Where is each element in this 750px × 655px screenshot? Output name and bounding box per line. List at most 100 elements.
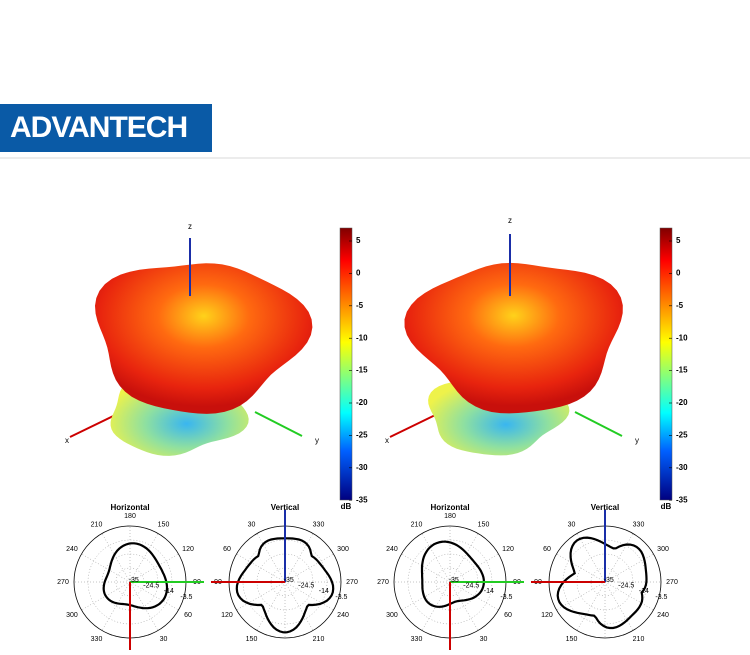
colorbar-unit: dB: [661, 502, 672, 511]
colorbar-label: 0: [356, 269, 361, 278]
main-lobe: [404, 262, 623, 414]
polar-spoke: [604, 581, 654, 611]
angle-label: 60: [184, 612, 192, 619]
radial-label: -3.5: [655, 594, 667, 601]
radial-label: -3.5: [500, 594, 512, 601]
main-lobe: [95, 263, 313, 414]
angle-label: 240: [66, 546, 78, 553]
colorbar-label: -30: [676, 463, 688, 472]
radial-label: -35: [284, 577, 294, 584]
colorbar-label: -35: [676, 495, 688, 504]
angle-label: 180: [124, 513, 136, 520]
colorbar-label: -20: [356, 398, 368, 407]
polar-spoke: [449, 553, 499, 583]
radial-label: -35: [604, 577, 614, 584]
colorbar-label: -10: [356, 333, 368, 342]
colorbar-label: -5: [356, 301, 364, 310]
colorbar-label: -15: [356, 366, 368, 375]
angle-label: 300: [657, 546, 669, 553]
polar-spoke: [256, 533, 286, 583]
angle-label: 120: [541, 612, 553, 619]
polar-title: Vertical: [591, 503, 619, 512]
angle-label: 270: [666, 579, 678, 586]
polar-spoke: [449, 533, 479, 583]
polar-spoke: [236, 581, 286, 611]
polar-spoke: [604, 581, 634, 631]
polar-ring: [590, 567, 620, 597]
radial-label: -24.5: [618, 583, 634, 590]
colorbar-label: -10: [676, 333, 688, 342]
colorbar: [659, 227, 673, 501]
y-axis: [254, 411, 303, 437]
colorbar-label: -25: [676, 431, 688, 440]
angle-label: 330: [313, 522, 325, 529]
polar-ring: [270, 567, 300, 597]
polar-spoke: [129, 553, 179, 583]
colorbar-label: -20: [676, 398, 688, 407]
angle-label: 150: [158, 522, 170, 529]
axis-label: y: [315, 436, 319, 445]
polar-spoke: [576, 581, 606, 631]
angle-label: 60: [223, 546, 231, 553]
angle-label: 240: [657, 612, 669, 619]
polar-spoke: [284, 553, 334, 583]
logo-box: [0, 104, 212, 152]
colorbar-label: -30: [356, 463, 368, 472]
angle-label: 120: [221, 612, 233, 619]
radial-label: -14: [639, 588, 649, 595]
radial-label: -24.5: [298, 583, 314, 590]
angle-label: 270: [57, 579, 69, 586]
polar-spoke: [236, 553, 286, 583]
colorbar-label: -5: [676, 301, 684, 310]
angle-label: 30: [480, 636, 488, 643]
angle-label: 330: [633, 522, 645, 529]
polar-spoke: [421, 533, 451, 583]
polar-spoke: [604, 533, 634, 583]
colorbar-label: -25: [356, 431, 368, 440]
polar-spoke: [284, 533, 314, 583]
angle-label: 300: [66, 612, 78, 619]
angle-label: 270: [377, 579, 389, 586]
radial-label: -24.5: [463, 583, 479, 590]
colorbar-label: 0: [676, 269, 681, 278]
polar-spoke: [284, 581, 314, 631]
colorbar: [339, 227, 353, 501]
colorbar-label: -35: [356, 495, 368, 504]
colorbar-label: 5: [356, 236, 361, 245]
axis-label: z: [508, 216, 512, 225]
axis-label: x: [65, 436, 69, 445]
polar-spoke: [256, 581, 286, 631]
colorbar-label: 5: [676, 236, 681, 245]
radial-label: -35: [449, 577, 459, 584]
polar-spoke: [101, 533, 131, 583]
polar-spoke: [81, 553, 131, 583]
polar-spoke: [284, 581, 334, 611]
angle-label: 150: [478, 522, 490, 529]
angle-label: 150: [246, 636, 258, 643]
polar-spoke: [556, 553, 606, 583]
polar-title: Vertical: [271, 503, 299, 512]
angle-label: 60: [543, 546, 551, 553]
angle-label: 300: [337, 546, 349, 553]
angle-label: 210: [633, 636, 645, 643]
pattern-curve: [102, 542, 169, 610]
angle-label: 210: [411, 522, 423, 529]
y-axis: [574, 411, 623, 437]
angle-label: 30: [248, 522, 256, 529]
angle-label: 60: [504, 612, 512, 619]
polar-spoke: [449, 581, 499, 611]
radial-label: -3.5: [335, 594, 347, 601]
angle-label: 120: [182, 546, 194, 553]
angle-label: 210: [91, 522, 103, 529]
colorbar-unit: dB: [341, 502, 352, 511]
angle-label: 210: [313, 636, 325, 643]
angle-label: 240: [337, 612, 349, 619]
polar-spoke: [129, 581, 159, 631]
polar-spoke: [101, 581, 131, 631]
polar-spoke: [129, 581, 179, 611]
radial-label: -14: [164, 588, 174, 595]
radial-label: -35: [129, 577, 139, 584]
angle-label: 150: [566, 636, 578, 643]
